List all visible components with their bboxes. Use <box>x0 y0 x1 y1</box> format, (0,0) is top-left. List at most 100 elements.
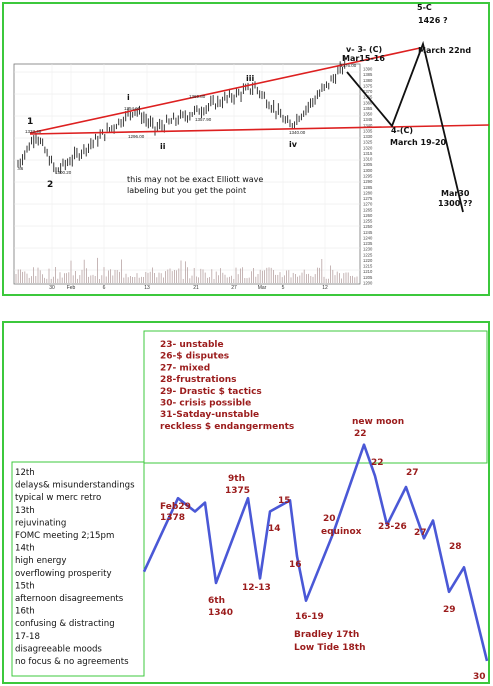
wave-label-iii: iii <box>246 74 254 83</box>
left-notes-box <box>11 461 145 677</box>
date-forecast-item: 31-Satday-unstable <box>160 410 259 420</box>
y-tick-label: 1300 <box>363 168 373 173</box>
day-note-line: 13th <box>15 506 35 516</box>
price-label: 1376.00 <box>340 63 357 68</box>
y-tick-label: 1270 <box>363 202 373 207</box>
astro-label-lowtide: Low Tide 18th <box>294 643 366 653</box>
y-tick-label: 1320 <box>363 145 373 150</box>
wave-label-4c: 4-(C) <box>391 126 413 135</box>
y-tick-label: 1340 <box>363 123 373 128</box>
wave-label-2: 2 <box>47 180 53 190</box>
dates-box <box>143 330 488 464</box>
day-note-line: rejuvinating <box>15 518 66 528</box>
astro-label-1378: 1378 <box>160 513 185 523</box>
x-tick-label: 27 <box>231 285 237 291</box>
price-label: 1357.90 <box>195 117 212 122</box>
astro-label-16-19: 16-19 <box>295 612 324 622</box>
price-label: 1333.40 <box>25 129 42 134</box>
wave-label-i: i <box>127 93 130 102</box>
day-note-line: 12th <box>15 468 35 478</box>
x-tick-label: 30 <box>49 285 55 291</box>
wave-label-mar1516: Mar15-16 <box>342 54 385 63</box>
y-tick-label: 1240 <box>363 235 373 240</box>
price-label: 1340.00 <box>289 130 306 135</box>
astro-label-23-26: 23-26 <box>378 522 407 532</box>
projection-path <box>346 40 464 213</box>
y-tick-label: 1385 <box>363 72 373 77</box>
date-forecast-item: 28-frustrations <box>160 375 237 385</box>
y-tick-label: 1330 <box>363 134 373 139</box>
wave-label-iv: iv <box>289 140 298 149</box>
date-forecast-item: 23- unstable <box>160 340 224 350</box>
target-march1920: March 19-20 <box>390 138 447 147</box>
target-march22: March 22nd <box>418 46 471 55</box>
x-tick-label: Feb <box>67 285 76 291</box>
y-tick-label: 1215 <box>363 264 373 269</box>
y-tick-label: 1295 <box>363 174 373 179</box>
astro-label-1375: 1375 <box>225 486 250 496</box>
date-forecast-item: 27- mixed <box>160 363 210 373</box>
day-note-line: afternoon disagreements <box>15 594 124 604</box>
y-tick-label: 1370 <box>363 89 373 94</box>
day-note-line: 16th <box>15 607 35 617</box>
price-label: 1369.80 <box>189 94 206 99</box>
astro-label-20: 20 <box>323 514 336 524</box>
y-tick-label: 1265 <box>363 207 373 212</box>
astro-labels: Feb29 1378 6th 1340 9th 1375 12-13 14 15… <box>160 417 486 682</box>
day-note-line: no focus & no agreements <box>15 657 129 667</box>
y-tick-label: 1355 <box>363 106 373 111</box>
day-note-line: delays& misunderstandings <box>15 481 135 491</box>
y-tick-label: 1235 <box>363 241 373 246</box>
upper-trendline <box>29 47 421 134</box>
wave-label-1: 1 <box>27 117 33 127</box>
date-forecast-item: 30- crisis possible <box>160 399 251 409</box>
day-note-line: confusing & distracting <box>15 619 115 629</box>
astro-label-16: 16 <box>289 560 302 570</box>
price-bars <box>17 57 346 174</box>
y-tick-label: 1315 <box>363 151 373 156</box>
astro-label-9th: 9th <box>228 474 245 484</box>
target-1426: 1426 ? <box>418 16 448 25</box>
left-notes: 12th delays& misunderstandings typical w m… <box>15 468 135 667</box>
day-note-line: high energy <box>15 556 66 566</box>
y-tick-label: 1275 <box>363 196 373 201</box>
astro-label-22a: 22 <box>354 429 367 439</box>
y-tick-label: 1310 <box>363 157 373 162</box>
astro-label-30: 30 <box>473 672 486 682</box>
astro-label-1340: 1340 <box>208 608 233 618</box>
y-axis-ticks: 1390138513801375137013651360135513501345… <box>363 67 373 286</box>
target-mar30: Mar30 <box>441 189 470 198</box>
day-note-line: overflowing prosperity <box>15 569 112 579</box>
wave-label-5c: 5-C <box>417 3 432 12</box>
elliott-note-line-1: this may not be exact Elliott wave <box>127 175 263 184</box>
day-note-line: 14th <box>15 544 35 554</box>
lower-trendline <box>29 124 490 135</box>
astro-label-6th: 6th <box>208 596 225 606</box>
y-tick-label: 1205 <box>363 275 373 280</box>
y-tick-label: 1335 <box>363 128 373 133</box>
y-tick-label: 1280 <box>363 190 373 195</box>
price-label: .86 <box>17 166 24 171</box>
y-tick-label: 1285 <box>363 185 373 190</box>
elliott-note-line-2: labeling but you get the point <box>127 186 246 195</box>
astro-label-bradley: Bradley 17th <box>294 630 359 640</box>
y-tick-label: 1360 <box>363 100 373 105</box>
y-tick-label: 1380 <box>363 78 373 83</box>
x-tick-label: Mar <box>258 285 267 291</box>
y-tick-label: 1255 <box>363 219 373 224</box>
astro-label-22b: 22 <box>371 458 384 468</box>
y-tick-label: 1200 <box>363 281 373 286</box>
date-forecast-item: 26-$ disputes <box>160 352 229 362</box>
day-note-line: 15th <box>15 581 35 591</box>
astro-label-equinox: equinox <box>321 527 362 537</box>
day-note-line: disagreeable moods <box>15 644 102 654</box>
x-tick-label: 12 <box>322 285 328 291</box>
y-tick-label: 1245 <box>363 230 373 235</box>
y-tick-label: 1290 <box>363 179 373 184</box>
astro-label-27b: 27 <box>414 528 427 538</box>
y-tick-label: 1220 <box>363 258 373 263</box>
y-tick-label: 1225 <box>363 252 373 257</box>
y-tick-label: 1390 <box>363 67 373 72</box>
